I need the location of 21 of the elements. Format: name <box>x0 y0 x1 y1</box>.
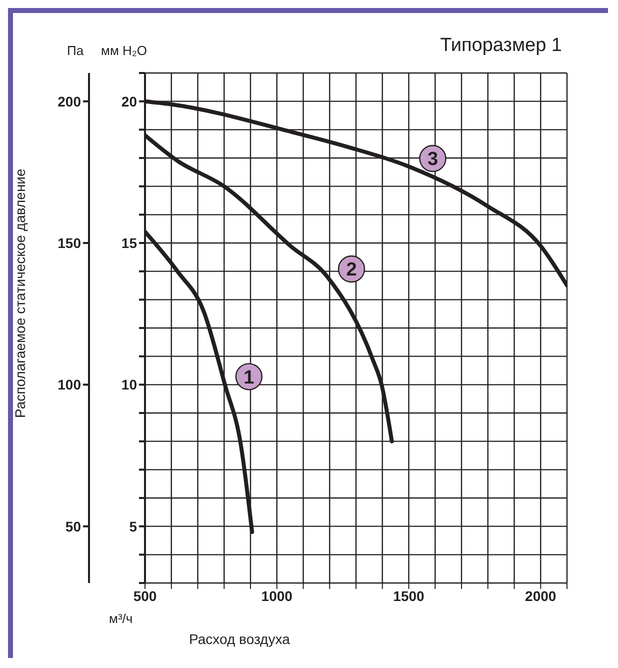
x-tick-label: 1500 <box>393 588 425 604</box>
x-tick-label: 1000 <box>261 588 293 604</box>
y2-tick-label: 5 <box>129 518 138 534</box>
y-tick-label: 200 <box>58 93 82 110</box>
y2-tick-label: 20 <box>121 93 138 110</box>
y-tick-label: 150 <box>58 234 82 251</box>
y-tick-label: 50 <box>65 518 82 534</box>
series-label: 2 <box>346 260 357 281</box>
x-tick-label: 2000 <box>525 588 556 604</box>
x-axis-title: Расход воздуха <box>189 631 290 647</box>
x-tick-label: 500 <box>133 588 157 604</box>
chart-title: Типоразмер 1 <box>440 35 562 57</box>
series-label: 1 <box>244 367 255 388</box>
text: м³/ч <box>109 611 133 626</box>
y2-tick-label: 15 <box>121 234 138 251</box>
y2-axis-title: мм H₂O <box>101 43 148 58</box>
text: Па <box>67 43 84 58</box>
y-axis-title: Располагаемое статическое давление <box>12 168 28 418</box>
series-label: 3 <box>427 149 438 170</box>
y-tick-label: 100 <box>58 376 82 393</box>
y2-tick-label: 10 <box>121 376 138 393</box>
